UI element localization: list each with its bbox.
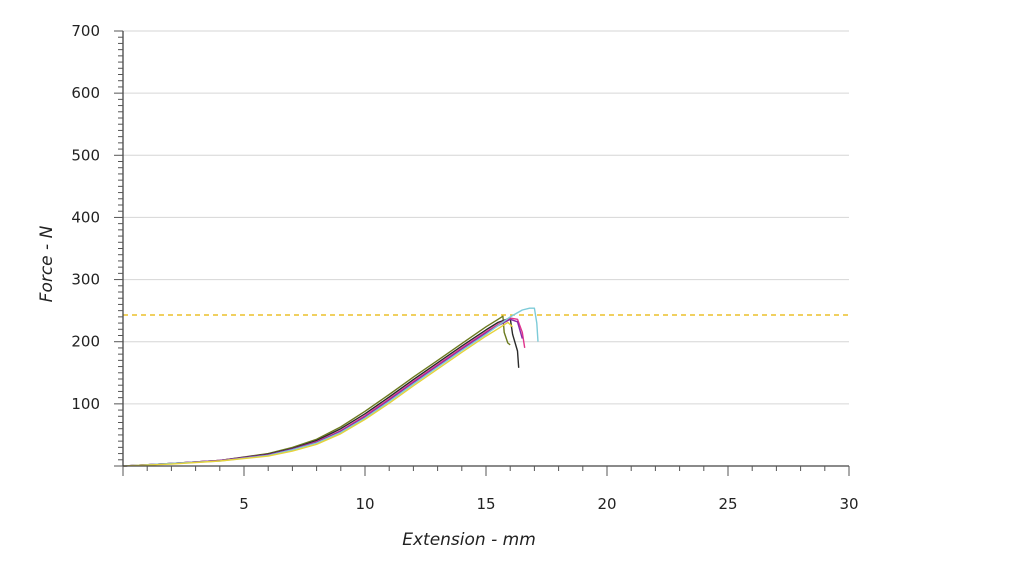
y-tick-label-700: 700 [71, 22, 100, 40]
y-tick-label-600: 600 [71, 84, 100, 102]
axes [114, 30, 850, 476]
y-tick-label-500: 500 [71, 146, 100, 164]
series-line-specimen-3 [122, 317, 526, 467]
y-tick-label-300: 300 [71, 271, 100, 289]
tick-labels: 100 200 300 400 500 600 700 5 10 15 20 25 30 [71, 22, 858, 513]
y-tick-label-100: 100 [71, 395, 100, 413]
x-tick-label-10: 10 [355, 495, 374, 513]
y-tick-label-200: 200 [71, 333, 100, 351]
series-line-specimen-5 [122, 307, 539, 467]
y-tick-label-400: 400 [71, 208, 100, 226]
x-tick-label-20: 20 [597, 495, 616, 513]
x-axis-title: Extension - mm [402, 530, 536, 550]
series-line-specimen-2 [122, 317, 520, 467]
x-tick-label-30: 30 [839, 495, 858, 513]
grid-lines [123, 30, 849, 405]
x-tick-label-25: 25 [718, 495, 737, 513]
x-tick-label-5: 5 [239, 495, 249, 513]
y-axis-title: Force - N [37, 225, 57, 302]
x-tick-label-15: 15 [476, 495, 495, 513]
series-line-specimen-6 [122, 321, 514, 467]
series-lines [122, 307, 539, 467]
